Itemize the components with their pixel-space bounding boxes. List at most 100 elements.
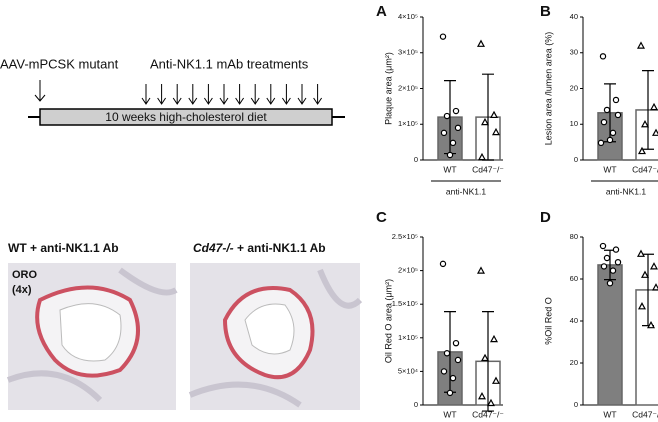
data-point [649,102,658,111]
data-point [477,392,487,400]
arrow-head [297,97,307,105]
data-point [440,368,448,375]
data-point [636,41,646,49]
arrow-head [203,97,213,105]
error-bar [642,70,654,150]
error-bar [444,80,456,155]
image-title: Cd47-/- + anti-NK1.1 Ab [193,241,326,255]
y-tick-label: 20 [570,83,578,92]
arrow-head [281,97,291,105]
data-point [606,280,614,287]
y-tick-label: 80 [570,232,578,241]
injection-label: AAV-mPCSK mutant [0,56,119,71]
data-point [651,283,658,291]
y-tick-label: 5×10⁴ [398,366,418,375]
treatment-arrows [141,84,323,105]
panel-letter: D [540,209,551,226]
y-tick-label: 1.5×10⁵ [392,299,418,308]
data-point [614,111,622,119]
data-point [599,242,607,250]
arrow-head [235,97,245,105]
y-tick-label: 60 [570,274,578,283]
data-point [491,376,501,384]
panel-letter: B [540,3,551,20]
y-tick-label: 40 [570,12,578,21]
x-tick-label: WT [603,164,616,174]
data-point [477,152,487,161]
data-point [491,127,501,136]
x-tick-label: Cd47⁻/⁻ [472,409,504,419]
arrow-head [157,97,167,105]
data-point [637,302,647,310]
panel-letter: A [376,3,387,20]
error-bar [482,310,494,412]
data-point [452,339,460,347]
data-point [489,334,499,343]
panel-letter: C [376,209,387,226]
x-tick-label: WT [603,409,616,419]
y-tick-label: 20 [570,358,578,367]
data-point [640,119,650,128]
image-title: WT + anti-NK1.1 Ab [8,241,119,255]
data-point [636,249,646,257]
y-tick-label: 0 [414,400,418,409]
x-tick-label: WT [443,164,456,174]
data-point [612,246,620,253]
y-tick-label: 3×10⁵ [398,48,418,57]
error-bar [444,310,456,393]
data-point [439,260,447,268]
group-label: anti-NK1.1 [446,186,486,196]
data-point [480,353,490,362]
y-tick-label: 1×10⁵ [398,333,418,342]
data-point [454,124,462,132]
arrow-head [188,97,198,105]
arrow-head [266,97,276,105]
y-tick-label: 10 [570,119,578,128]
micrograph [188,263,363,410]
data-point [603,254,611,262]
data-point [446,151,454,159]
data-point [440,129,448,137]
bar [597,264,623,406]
arrow-head [313,97,323,105]
data-point [637,146,647,155]
y-tick-label: 4×10⁵ [398,12,418,21]
data-point [443,112,451,120]
data-point [609,267,617,274]
data-point [649,262,658,270]
data-point [480,117,490,126]
y-axis-label: %Oil Red O [543,297,553,345]
y-tick-label: 30 [570,48,578,57]
data-point [452,107,460,115]
y-axis-label: Plaque area (μm²) [383,52,393,125]
stain-label: ORO [12,269,38,281]
magnification-label: (4x) [12,284,32,296]
data-point [476,266,486,274]
data-point [439,33,447,40]
data-point [486,398,496,407]
y-tick-label: 0 [414,155,418,164]
data-point [612,96,620,104]
data-point [640,270,650,278]
arrow-head [250,97,260,105]
arrow-head [172,97,182,105]
data-point [600,118,608,126]
data-point [476,39,486,47]
data-point [449,374,457,382]
data-point [646,320,656,329]
data-point [597,139,605,147]
y-axis-label: Lesion area /lumen area (%) [543,32,553,146]
image-title-gene: Cd47-/- [193,241,234,255]
y-tick-label: 0 [574,400,578,409]
arrow-head [219,97,229,105]
data-point [609,129,617,137]
y-tick-label: 2×10⁵ [398,266,418,275]
y-tick-label: 2.5×10⁵ [392,232,418,241]
data-point [454,356,462,364]
group-label: anti-NK1.1 [606,186,646,196]
error-bar [604,83,616,143]
injection-arrow [34,80,46,102]
data-point [603,106,611,114]
diet-bar [39,108,333,126]
